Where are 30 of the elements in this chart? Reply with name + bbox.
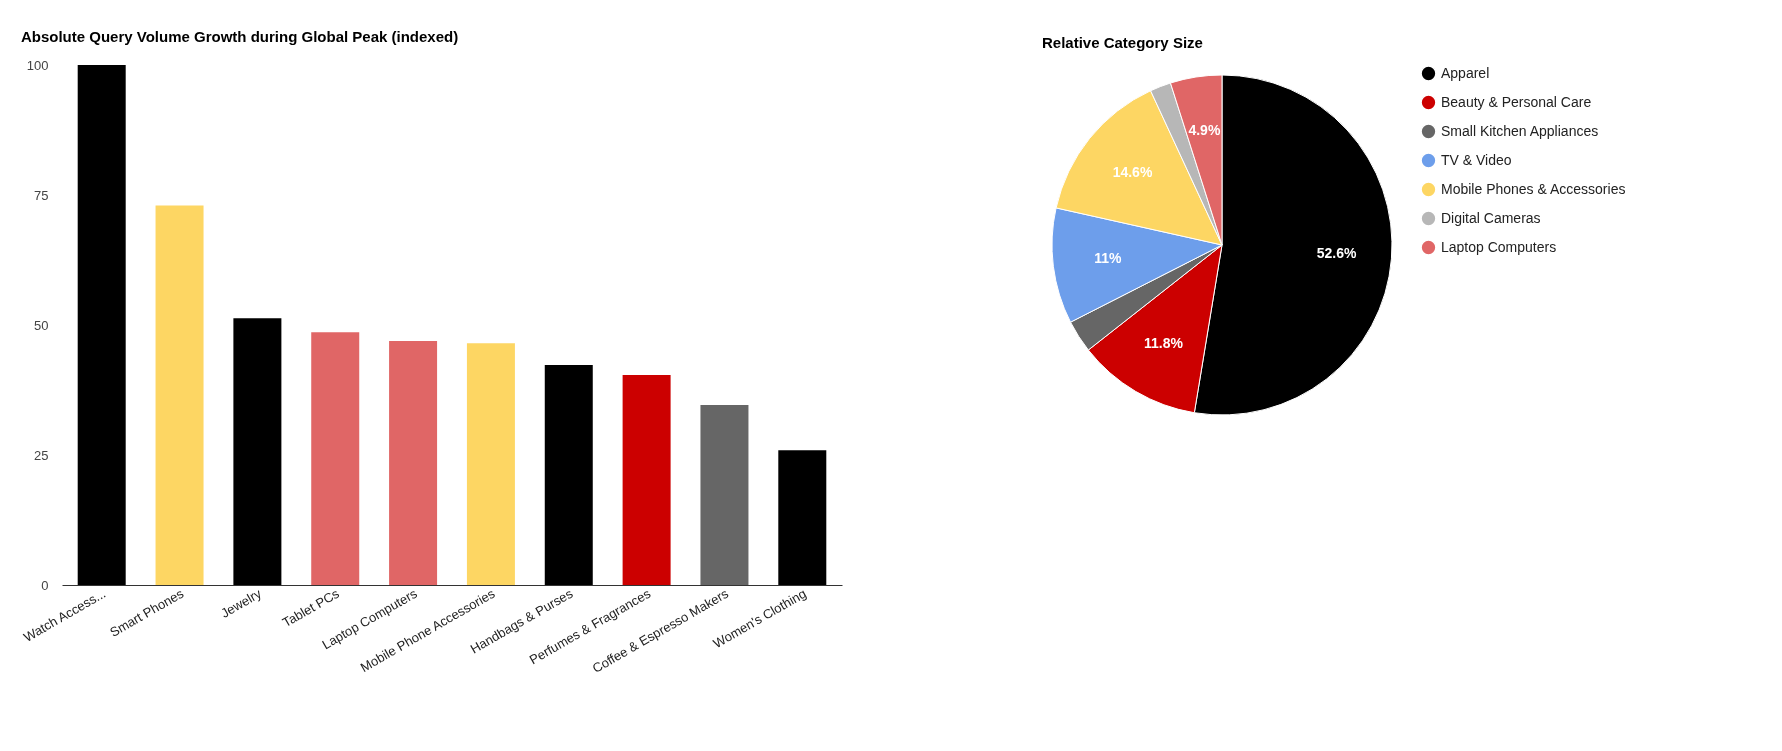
y-tick-label: 100 <box>26 57 49 73</box>
legend-label: Beauty & Personal Care <box>1441 93 1592 110</box>
legend-label: Mobile Phones & Accessories <box>1441 180 1626 197</box>
data-label: 11% <box>1094 250 1123 267</box>
bar <box>233 318 282 585</box>
legend-label: Digital Cameras <box>1441 209 1541 226</box>
y-tick-label: 25 <box>34 447 49 463</box>
bar <box>466 343 515 585</box>
legend-label: Small Kitchen Appliances <box>1441 122 1599 139</box>
x-tick-label: Tablet PCs <box>279 585 343 631</box>
legend-label: Apparel <box>1441 64 1490 81</box>
bar <box>155 205 204 585</box>
chart-title: Absolute Query Volume Growth during Global Peak (indexed) <box>20 28 459 45</box>
y-tick-label: 75 <box>34 187 49 203</box>
bar <box>311 332 360 585</box>
data-label: 4.9% <box>1188 122 1221 139</box>
data-label: 14.6% <box>1112 163 1153 180</box>
legend-label: TV & Video <box>1441 151 1512 168</box>
bar <box>77 65 126 585</box>
data-label: 11.8% <box>1143 334 1184 351</box>
chart-title: Relative Category Size <box>1042 34 1203 51</box>
legend-label: Laptop Computers <box>1441 238 1557 255</box>
bar <box>389 341 438 585</box>
bar <box>622 374 671 585</box>
bar <box>544 365 593 585</box>
bar <box>700 405 749 585</box>
data-label: 52.6% <box>1316 245 1358 262</box>
y-tick-label: 0 <box>41 577 49 593</box>
y-tick-label: 50 <box>34 317 49 333</box>
bar <box>778 450 827 585</box>
